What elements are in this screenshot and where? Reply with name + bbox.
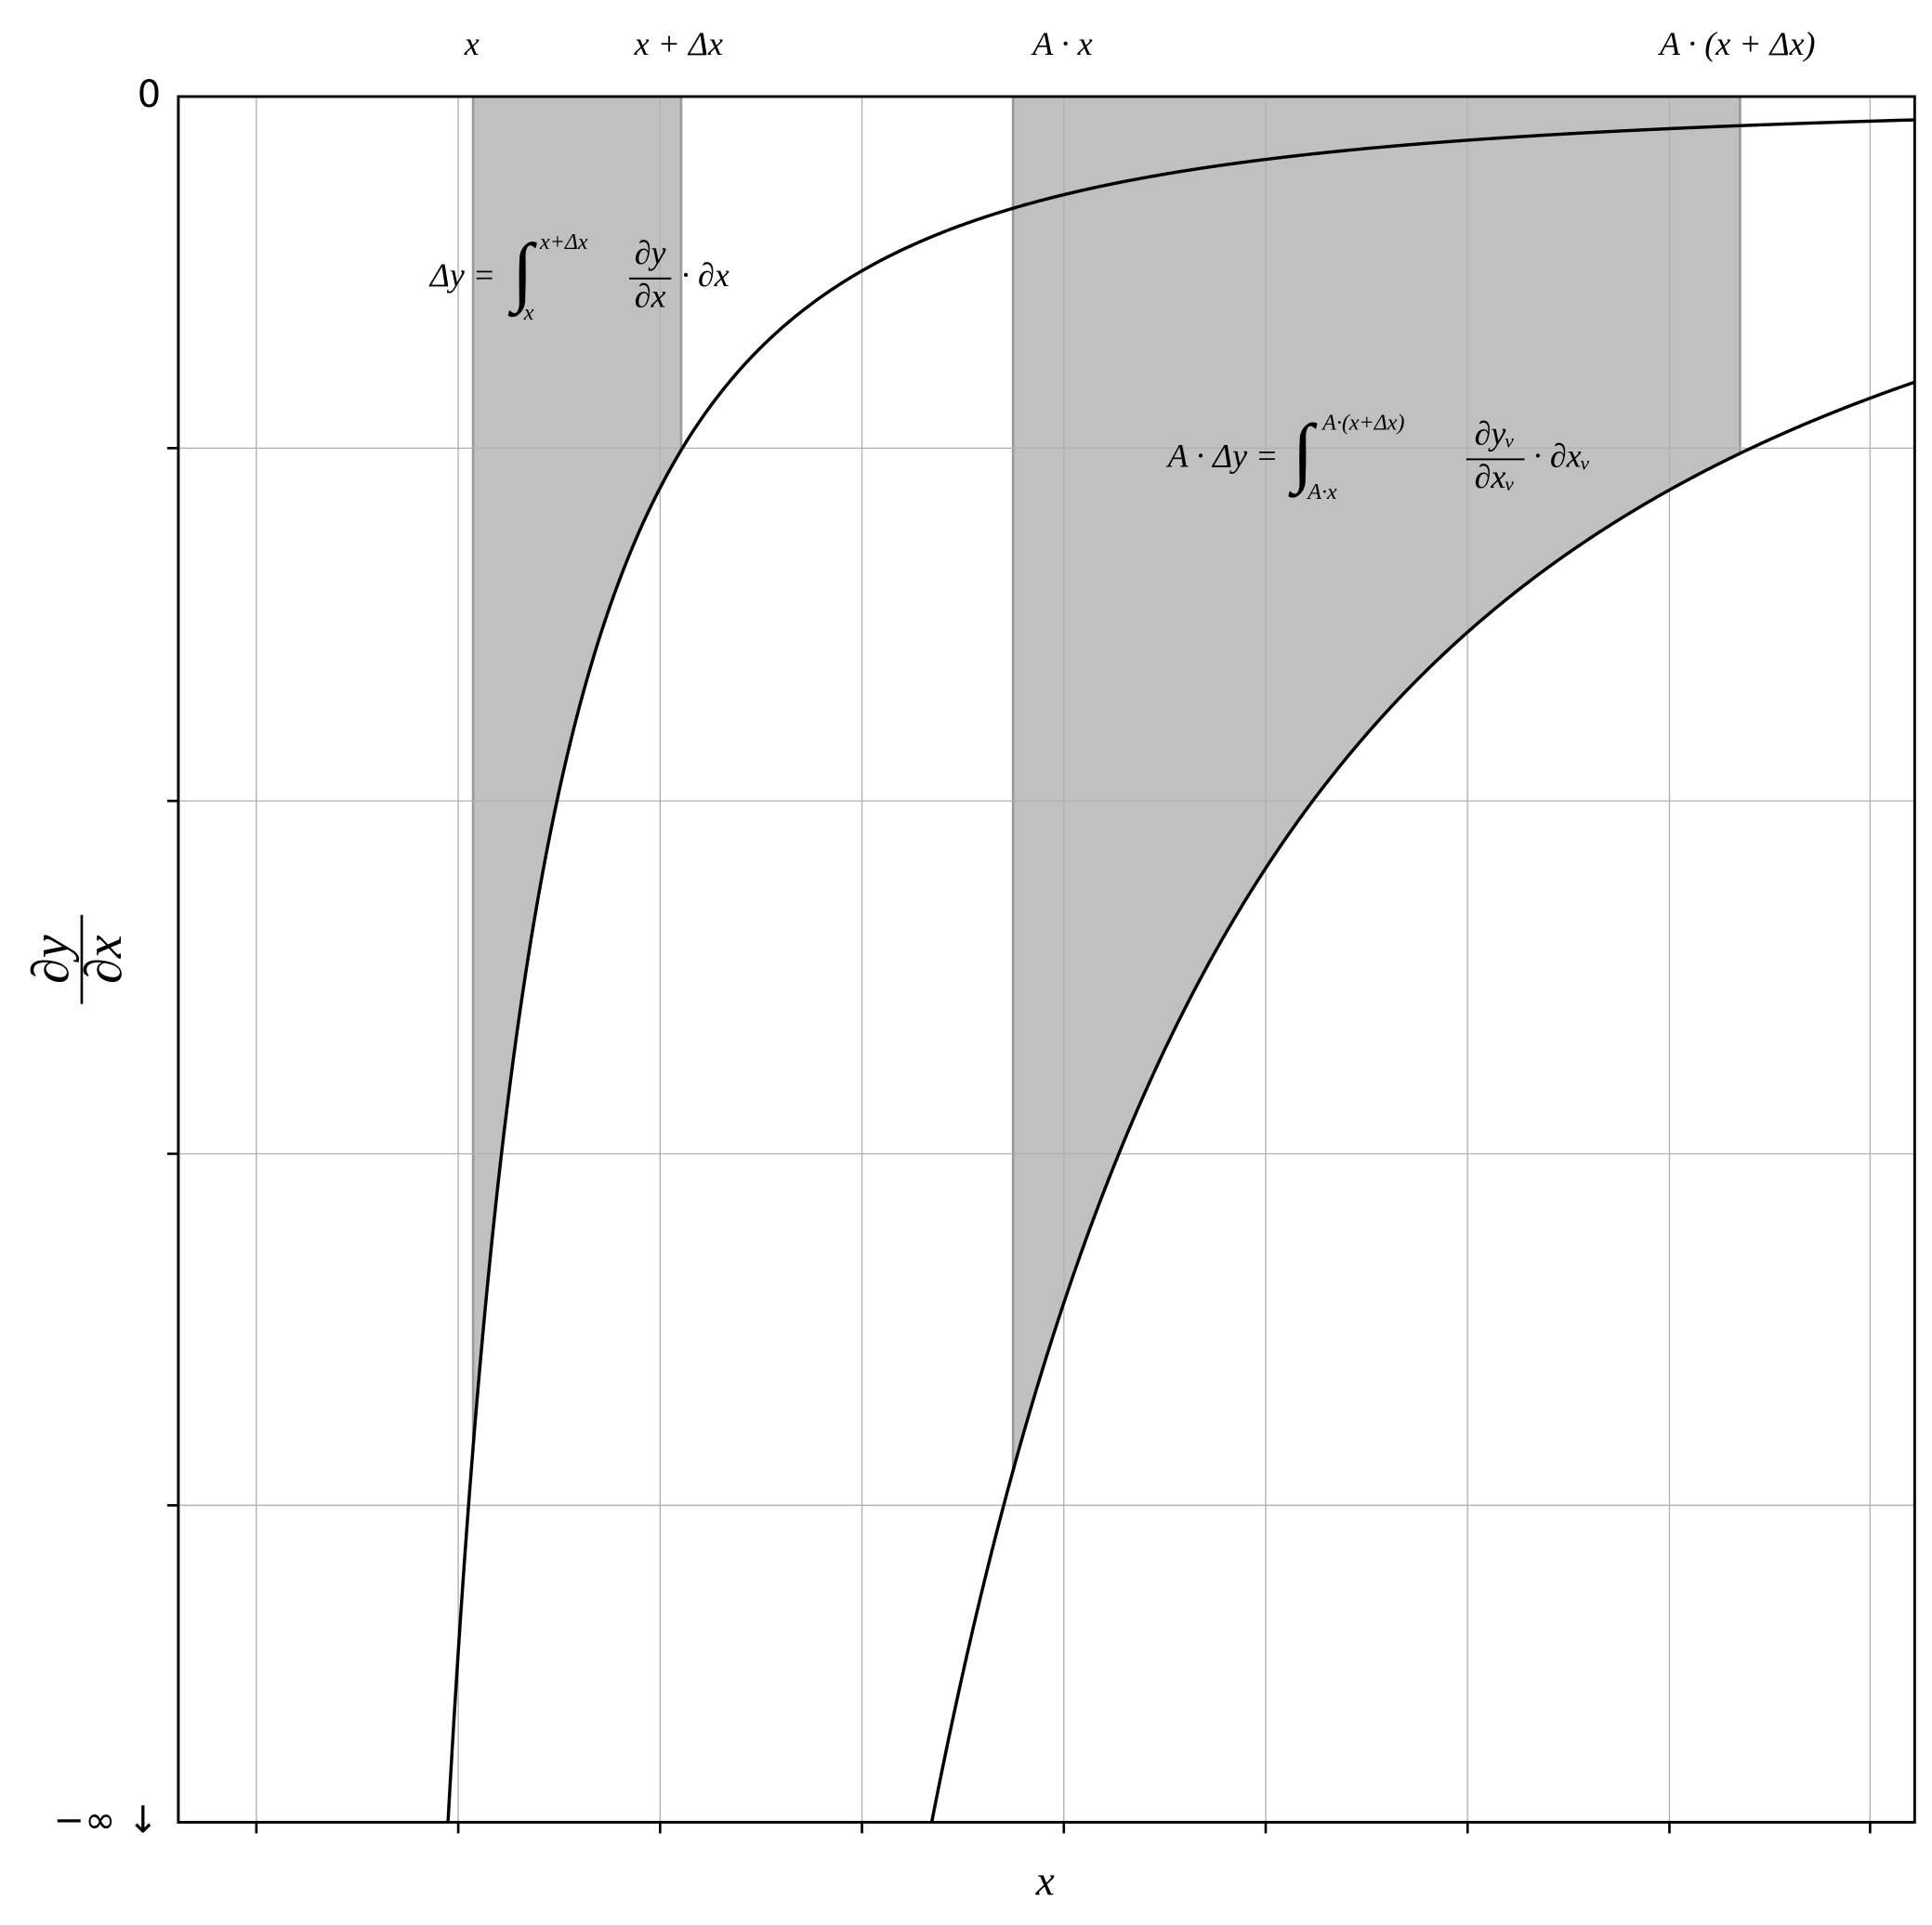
curve [929,380,1915,1823]
annotation-rhs: · ∂xᵥ [1533,438,1591,475]
annotation-lhs: A · Δy = [1166,438,1279,475]
y-label-numerator: ∂y [22,935,80,984]
curves [446,118,1915,1823]
integral-upper: A·(x+Δx) [1321,412,1404,436]
shaded-area [473,96,681,1447]
integral-sign: ∫ [1288,408,1318,498]
shaded-area [1013,96,1741,1471]
fraction-numerator: ∂yᵥ [1475,415,1516,452]
x-axis-label: x [1035,1858,1055,1905]
grid [166,96,1915,1834]
annotation: Δy = ∫ x+Δx x ∂y ∂x · ∂x [428,228,729,325]
curve [446,118,1915,1823]
annotation: A · Δy = ∫ A·(x+Δx) A·x ∂yᵥ ∂xᵥ · ∂xᵥ [1166,408,1591,504]
integral-upper: x+Δx [539,230,588,255]
annotation-lhs: Δy = [428,256,495,294]
y-axis-label: ∂y ∂x [22,914,133,1004]
y-tick-label: 0 [138,73,161,116]
fraction-numerator: ∂y [635,234,666,271]
top-label: x [464,25,480,62]
plot-frame [177,95,1916,1824]
integral-sign: ∫ [507,228,537,318]
shaded-areas [471,96,1741,1471]
fraction-denominator: ∂xᵥ [1475,458,1516,495]
annotation-rhs: · ∂x [681,256,729,294]
y-tick-label: −∞ ↓ [54,1799,159,1841]
top-label: A · (x + Δx) [1658,25,1816,62]
top-label: A · x [1031,25,1092,62]
top-label: x + Δx [634,25,723,62]
fraction-denominator: ∂x [635,278,666,315]
integral-lower: A·x [1306,480,1337,504]
integral-lower: x [523,301,534,325]
y-label-denominator: ∂x [75,935,133,984]
